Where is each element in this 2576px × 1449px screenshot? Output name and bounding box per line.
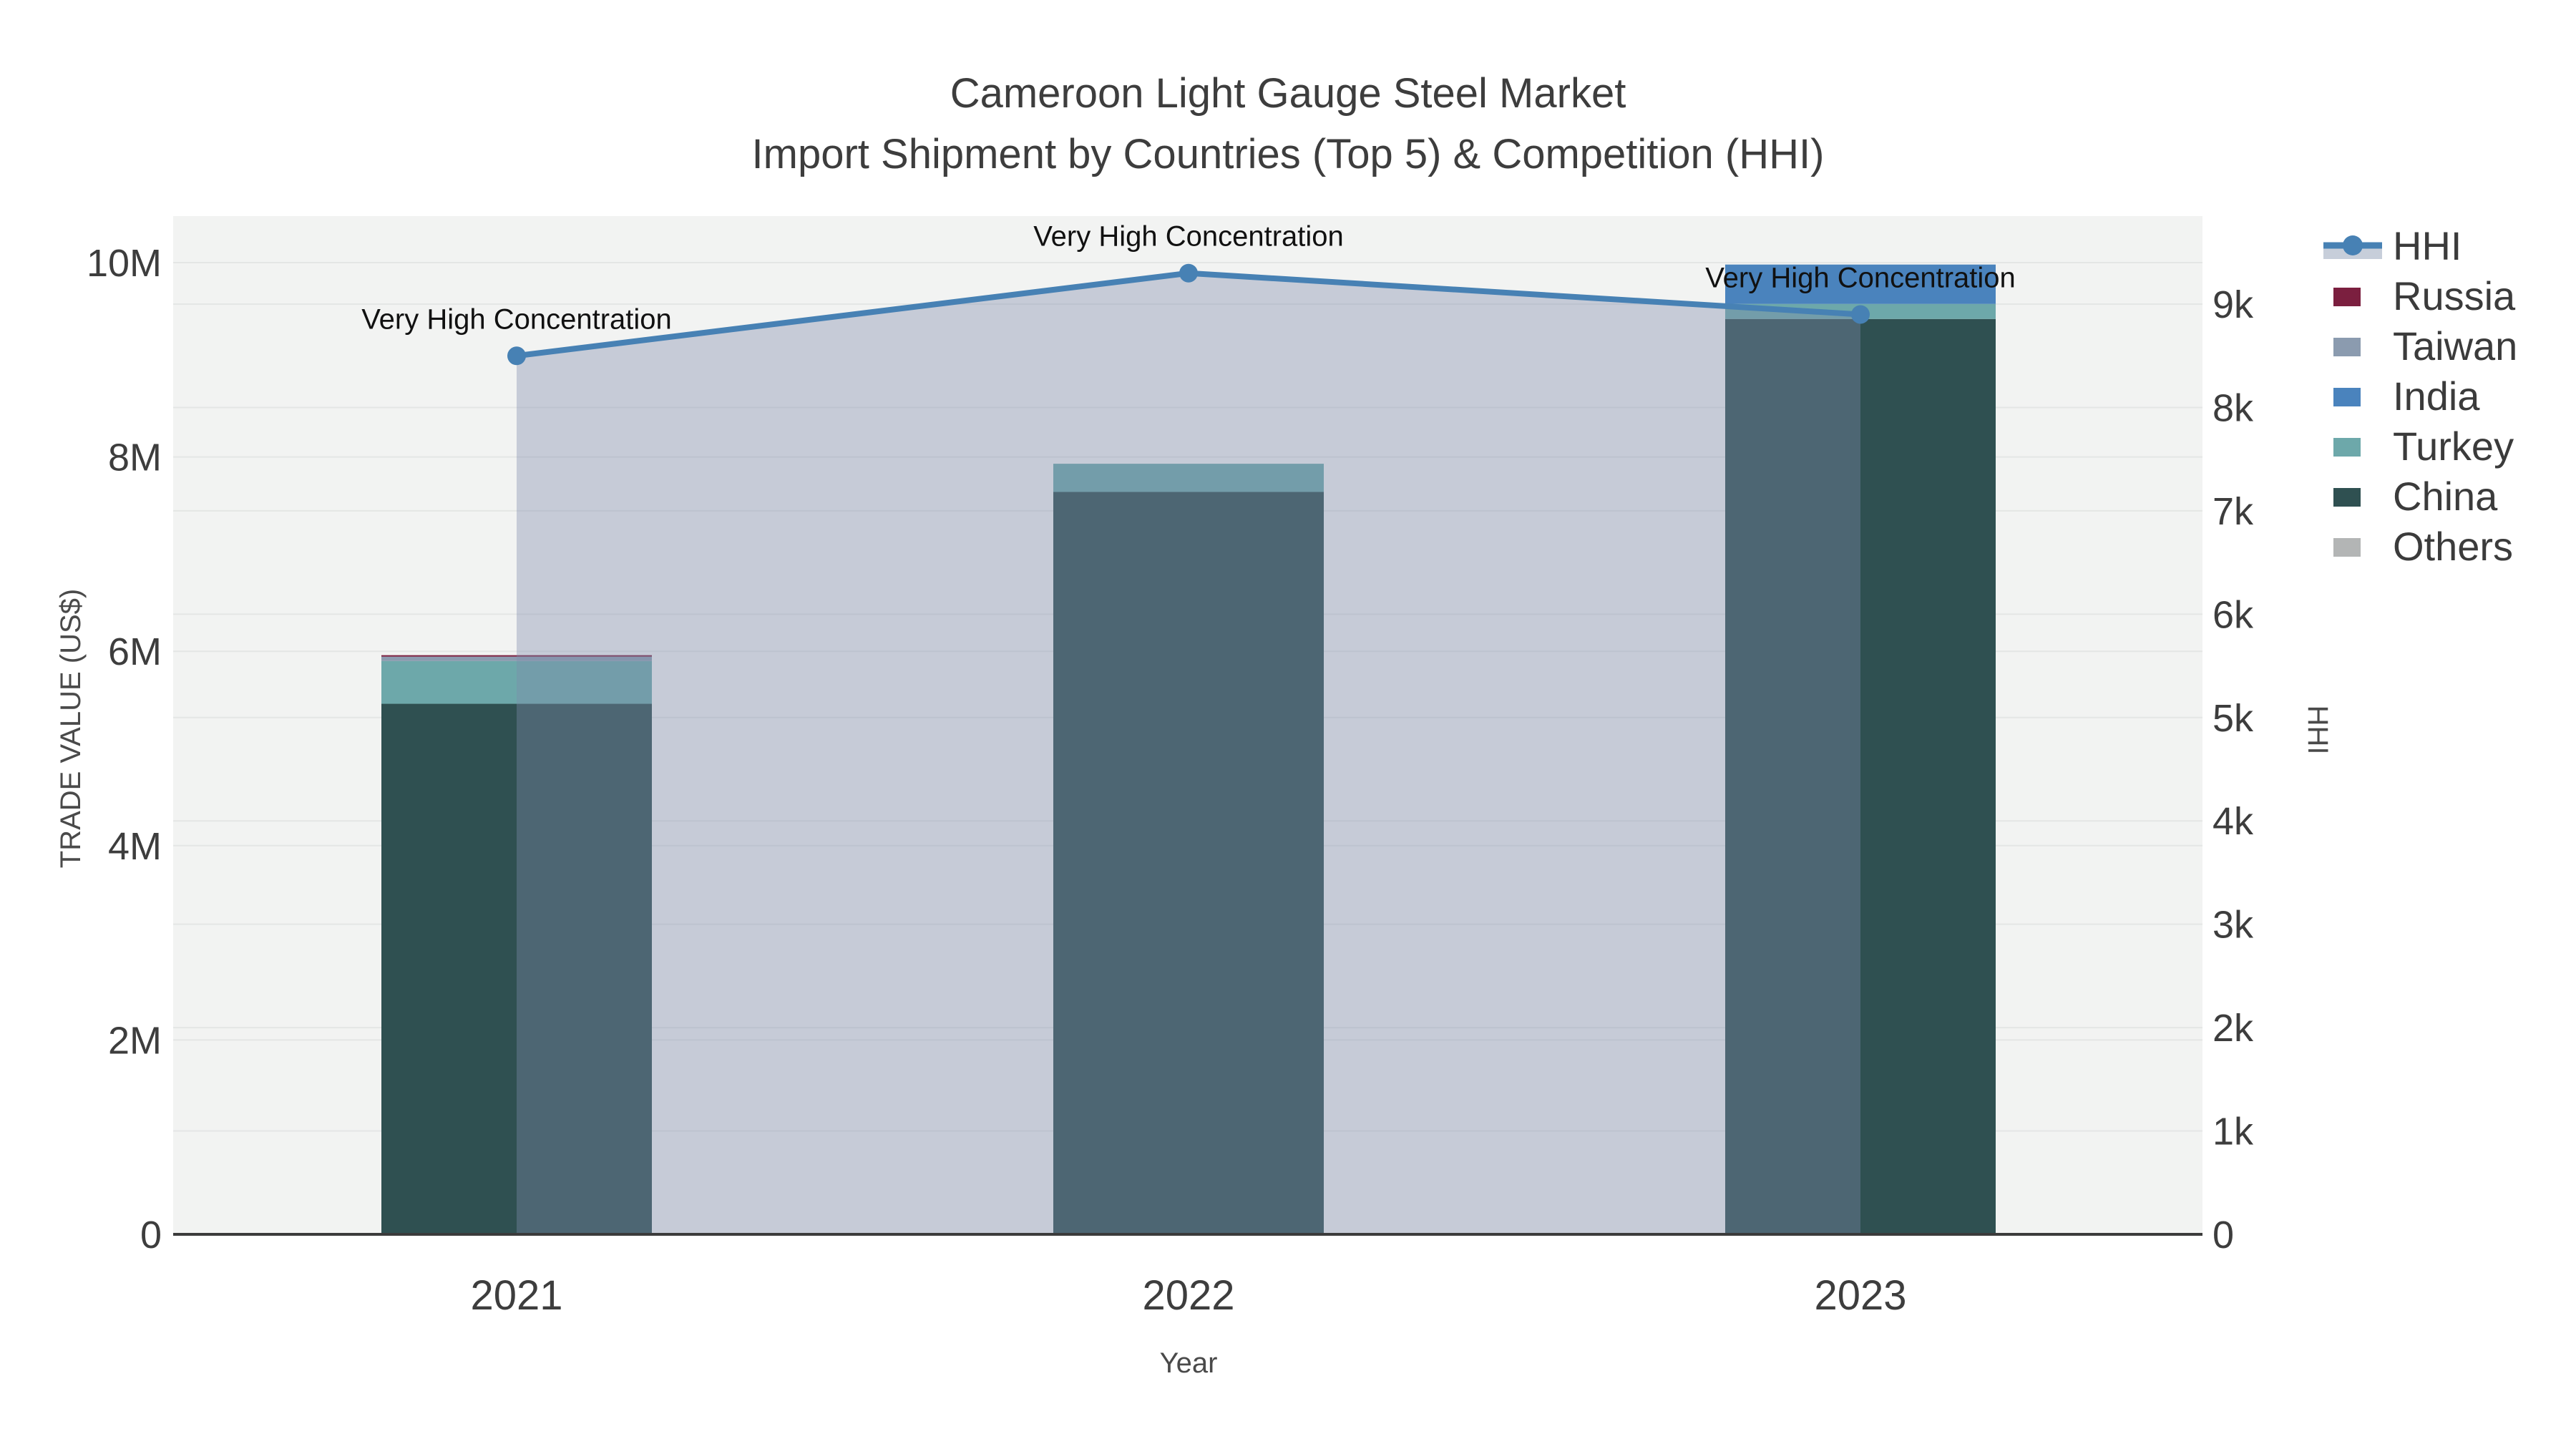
y-right-tick-7k: 7k [2212, 490, 2254, 533]
y-right-tick-9k: 9k [2212, 283, 2254, 326]
y-left-tick-2M: 2M [108, 1019, 162, 1062]
y-right-tick-0: 0 [2212, 1214, 2234, 1257]
legend-item-hhi[interactable]: HHI [2393, 223, 2462, 268]
bar-turkey-2022[interactable] [1053, 464, 1324, 492]
chart-title-line2: Import Shipment by Countries (Top 5) & C… [752, 131, 1825, 177]
hhi-point-2023[interactable] [1851, 305, 1870, 324]
x-axis-title: Year [1160, 1347, 1218, 1379]
annotation-2023: Very High Concentration [1705, 262, 2016, 293]
x-tick-2021: 2021 [470, 1272, 562, 1319]
legend-item-russia[interactable]: Russia [2393, 273, 2516, 318]
legend-item-taiwan-swatch [2333, 338, 2361, 356]
annotation-2022: Very High Concentration [1033, 221, 1344, 253]
bar-russia-2021[interactable] [381, 655, 652, 657]
bar-china-2021[interactable] [381, 703, 652, 1234]
hhi-area-fill [517, 273, 1860, 1234]
y-right-tick-5k: 5k [2212, 697, 2254, 740]
legend-item-hhi-marker [2343, 235, 2363, 255]
y-left-axis-title: TRADE VALUE (US$) [55, 589, 87, 868]
y-left-tick-10M: 10M [87, 242, 162, 285]
y-right-tick-3k: 3k [2212, 904, 2254, 947]
annotation-2021: Very High Concentration [361, 303, 672, 335]
legend-item-russia-swatch [2333, 288, 2361, 306]
legend-item-taiwan[interactable]: Taiwan [2393, 323, 2517, 369]
chart-title-line1: Cameroon Light Gauge Steel Market [950, 70, 1626, 117]
y-right-tick-6k: 6k [2212, 593, 2254, 636]
bar-china-2023[interactable] [1725, 318, 1996, 1234]
bar-taiwan-2021[interactable] [381, 656, 652, 661]
y-left-tick-6M: 6M [108, 630, 162, 673]
bar-turkey-2021[interactable] [381, 660, 652, 704]
hhi-point-2021[interactable] [507, 346, 526, 366]
y-left-tick-8M: 8M [108, 436, 162, 479]
legend-item-turkey[interactable]: Turkey [2393, 424, 2514, 469]
legend-item-china-swatch [2333, 488, 2361, 507]
legend-item-turkey-swatch [2333, 438, 2361, 457]
hhi-point-2022[interactable] [1179, 263, 1198, 283]
y-right-axis-title: HHI [2302, 706, 2333, 755]
x-tick-2022: 2022 [1142, 1272, 1234, 1319]
legend-item-india-swatch [2333, 388, 2361, 406]
bar-china-2022[interactable] [1053, 492, 1324, 1234]
legend-item-india[interactable]: India [2393, 374, 2480, 419]
y-left-tick-4M: 4M [108, 825, 162, 868]
y-right-tick-8k: 8k [2212, 386, 2254, 429]
legend-item-others-swatch [2333, 538, 2361, 557]
legend-item-others[interactable]: Others [2393, 524, 2513, 569]
y-left-tick-0: 0 [140, 1214, 162, 1257]
bar-india-2023[interactable] [1725, 264, 1996, 304]
y-right-tick-2k: 2k [2212, 1007, 2254, 1050]
legend-item-china[interactable]: China [2393, 474, 2498, 519]
y-right-tick-4k: 4k [2212, 800, 2254, 843]
x-tick-2023: 2023 [1814, 1272, 1906, 1319]
y-right-tick-1k: 1k [2212, 1111, 2254, 1153]
